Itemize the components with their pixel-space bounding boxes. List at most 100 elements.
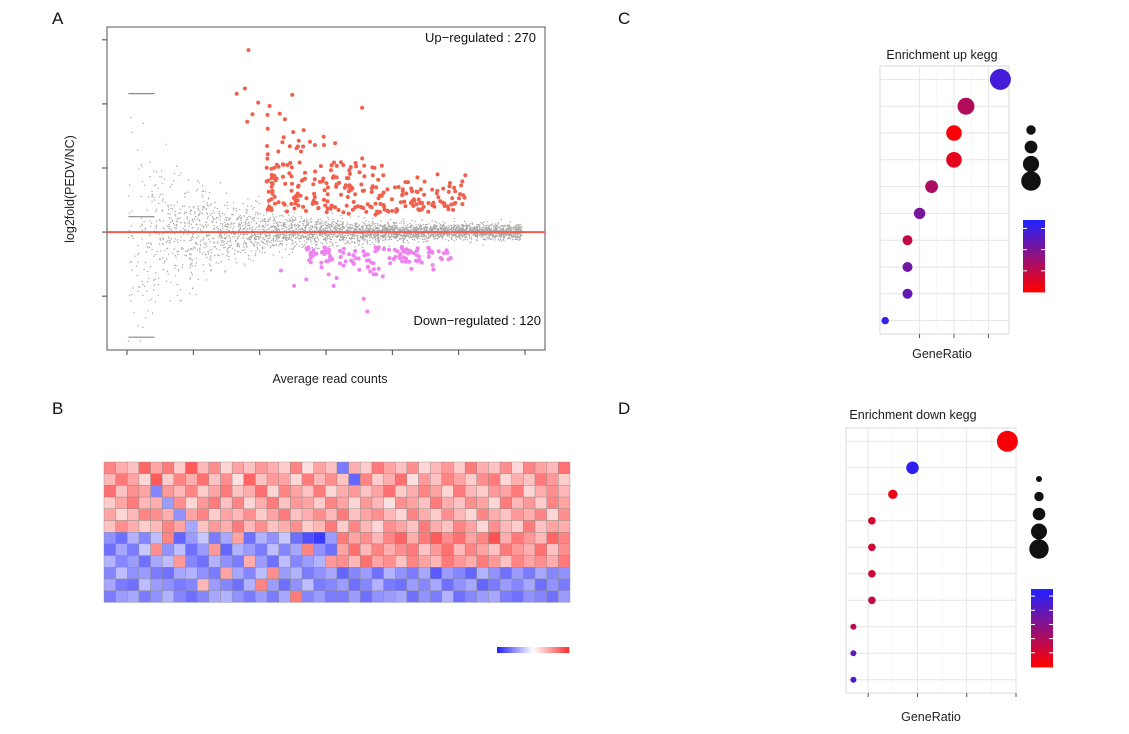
- heatmap-cell: [499, 520, 512, 533]
- up-regulated-point: [390, 208, 395, 213]
- background-point: [174, 224, 176, 226]
- background-point: [295, 228, 297, 231]
- background-point: [410, 229, 412, 231]
- up-regulated-point: [461, 193, 466, 198]
- background-point: [250, 216, 252, 218]
- background-point: [180, 172, 182, 174]
- background-point: [339, 235, 342, 237]
- background-point: [272, 240, 274, 242]
- background-point: [136, 149, 139, 151]
- up-regulated-point: [280, 140, 285, 145]
- heatmap-cell: [430, 590, 443, 603]
- background-point: [345, 225, 347, 227]
- background-point: [383, 236, 385, 238]
- scale-swatch: [524, 647, 527, 653]
- heatmap-cell: [430, 520, 443, 533]
- background-point: [258, 195, 260, 198]
- background-point: [263, 220, 266, 223]
- background-point: [268, 233, 271, 235]
- down-regulated-point: [308, 252, 313, 257]
- background-point: [199, 228, 202, 230]
- background-point: [390, 236, 392, 238]
- background-point: [501, 233, 503, 236]
- heatmap-cell: [523, 473, 536, 486]
- background-point: [497, 223, 499, 225]
- up-regulated-point: [334, 184, 339, 189]
- up-regulated-point: [358, 205, 363, 209]
- up-regulated-point: [441, 186, 446, 191]
- down-regulated-point: [426, 254, 431, 259]
- background-point: [372, 222, 374, 224]
- background-point: [346, 224, 349, 226]
- labeled-gene-point: [250, 112, 255, 117]
- background-point: [138, 168, 140, 170]
- heatmap-cell: [162, 590, 175, 603]
- heatmap-cell: [371, 496, 384, 510]
- background-point: [341, 217, 344, 219]
- background-point: [349, 237, 351, 240]
- background-point: [151, 195, 153, 198]
- up-regulated-point: [266, 198, 271, 203]
- background-point: [327, 227, 329, 229]
- background-point: [515, 235, 517, 238]
- background-point: [518, 224, 520, 226]
- background-point: [220, 236, 223, 238]
- down-regulated-point: [380, 274, 385, 279]
- down-regulated-point: [327, 258, 332, 262]
- heatmap-cell: [196, 485, 210, 498]
- background-point: [128, 230, 130, 232]
- background-point: [258, 237, 260, 239]
- heatmap-cell: [138, 508, 151, 521]
- background-point: [130, 116, 132, 119]
- background-point: [326, 236, 328, 238]
- down-regulated-point: [304, 277, 309, 282]
- up-regulated-point: [329, 168, 333, 173]
- background-point: [331, 221, 333, 223]
- background-point: [202, 205, 204, 208]
- background-point: [500, 225, 502, 227]
- background-point: [290, 248, 292, 250]
- background-point: [194, 211, 196, 213]
- heatmap-cell: [546, 485, 559, 498]
- heatmap-cell: [127, 543, 140, 556]
- background-point: [264, 233, 266, 236]
- up-regulated-point: [385, 187, 390, 192]
- up-regulated-point: [379, 163, 384, 168]
- background-point: [451, 225, 453, 227]
- heatmap-cell: [266, 590, 279, 603]
- heatmap-cell: [464, 496, 477, 510]
- down-regulated-point: [314, 251, 319, 256]
- background-point: [348, 243, 351, 245]
- up-regulated-point: [264, 179, 269, 184]
- background-point: [445, 226, 447, 228]
- background-point: [141, 224, 143, 227]
- background-point: [400, 234, 402, 236]
- heatmap-cell: [301, 473, 314, 486]
- background-point: [244, 223, 246, 225]
- color-scale-swatch: [1023, 238, 1045, 241]
- background-point: [277, 225, 280, 227]
- background-point: [410, 226, 412, 228]
- background-point: [296, 233, 298, 235]
- background-point: [238, 251, 240, 253]
- background-point: [303, 219, 306, 221]
- color-scale-swatch: [1023, 248, 1045, 251]
- heatmap-cell: [231, 508, 244, 521]
- background-point: [500, 235, 502, 238]
- heatmap-cell: [115, 567, 128, 580]
- color-scale-swatch: [1031, 592, 1053, 595]
- background-point: [142, 294, 144, 296]
- background-point: [181, 247, 183, 249]
- background-point: [489, 228, 491, 230]
- background-point: [149, 234, 151, 236]
- background-point: [155, 220, 158, 222]
- color-scale-swatch: [1031, 649, 1053, 652]
- background-point: [307, 234, 309, 236]
- background-point: [276, 238, 278, 240]
- heatmap-cell: [103, 461, 116, 474]
- up-regulated-point: [382, 204, 387, 209]
- background-point: [210, 259, 212, 261]
- background-point: [274, 220, 277, 222]
- heatmap-cell: [185, 461, 198, 474]
- up-regulated-point: [324, 210, 329, 215]
